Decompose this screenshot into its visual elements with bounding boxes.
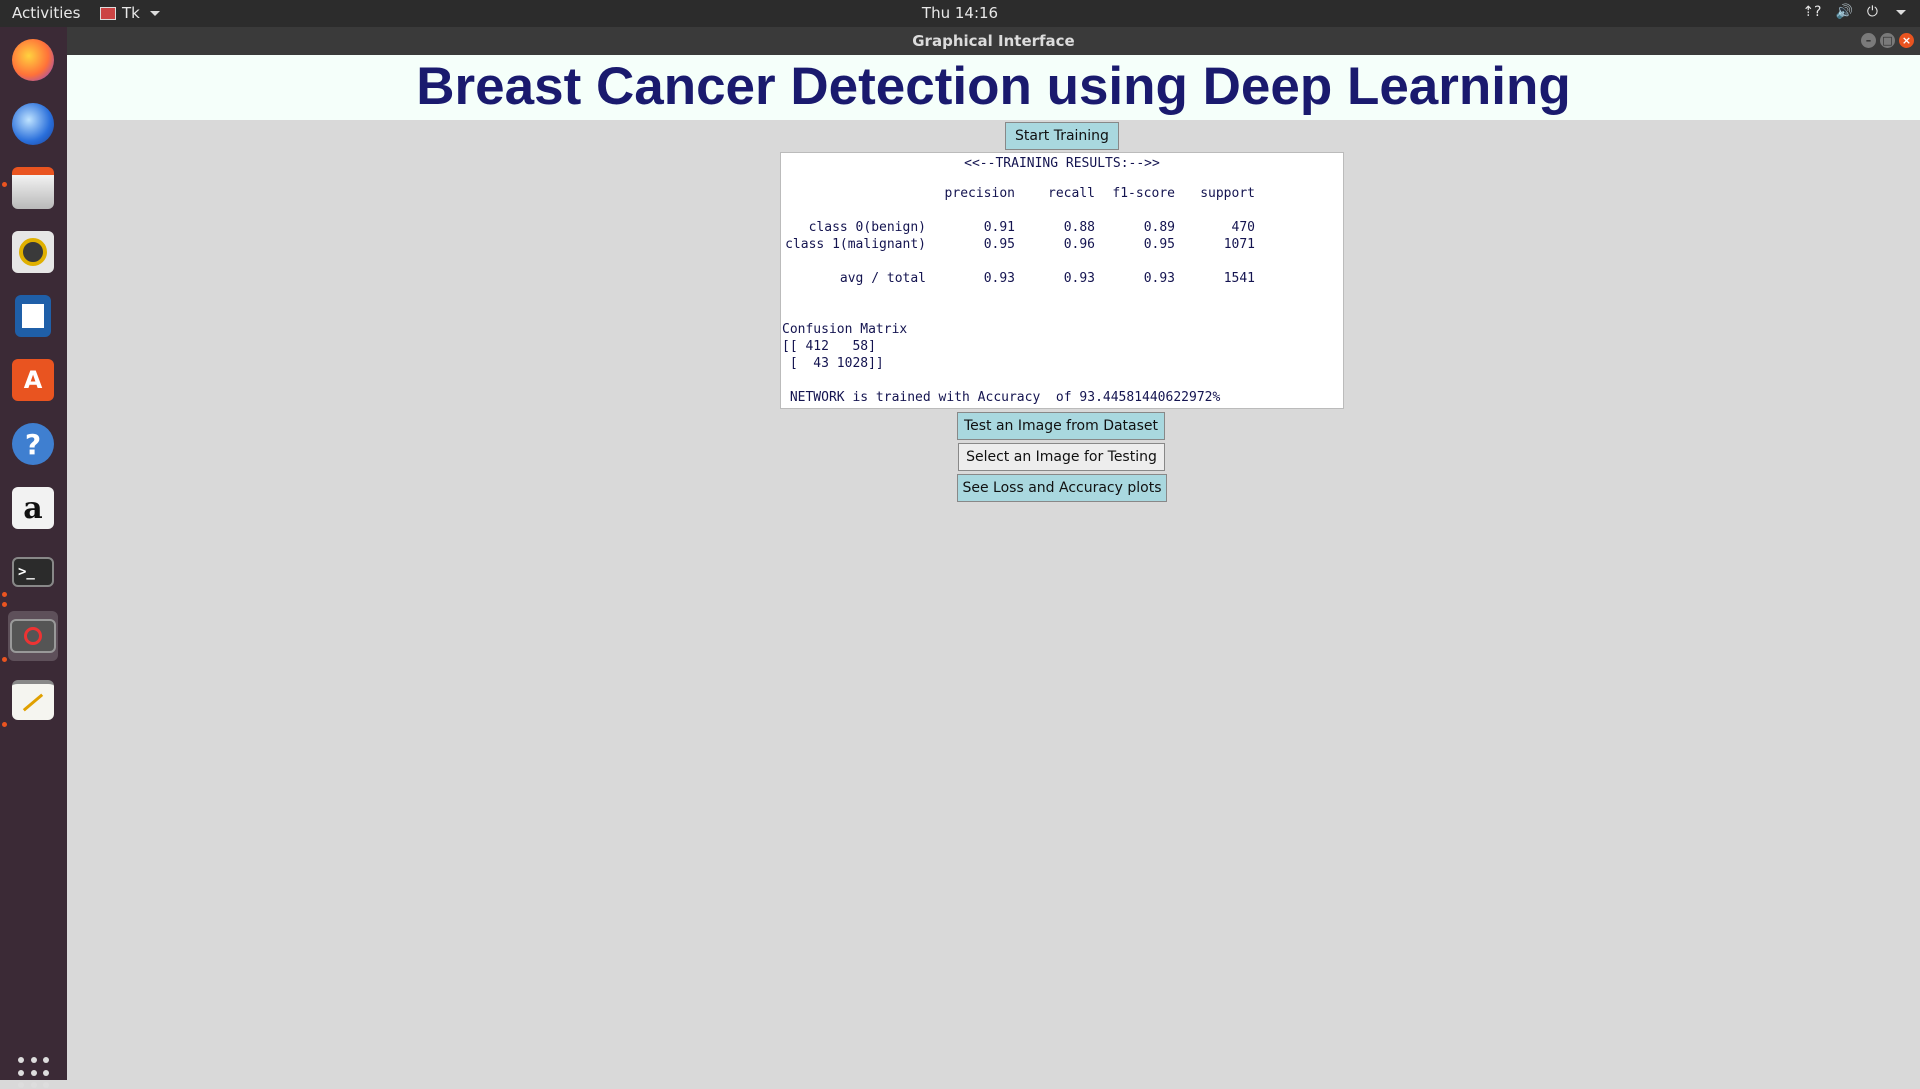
dock-help[interactable]: ? bbox=[8, 419, 58, 469]
show-applications-icon[interactable] bbox=[18, 1057, 50, 1089]
terminal-icon: >_ bbox=[12, 557, 54, 587]
window-title: Graphical Interface bbox=[912, 32, 1075, 50]
column-header: recall bbox=[1048, 186, 1095, 201]
system-tray[interactable]: ⇡? 🔊 ⏻ bbox=[1802, 4, 1906, 20]
dock: A ? a >_ bbox=[0, 27, 67, 1089]
speaker-icon bbox=[12, 231, 54, 273]
dock-thunderbird[interactable] bbox=[8, 99, 58, 149]
training-results-panel: <<--TRAINING RESULTS:-->> precision reca… bbox=[780, 152, 1344, 409]
minimize-icon[interactable]: – bbox=[1861, 33, 1876, 48]
table-cell: 470 bbox=[1231, 220, 1255, 235]
dock-writer[interactable] bbox=[8, 291, 58, 341]
tk-app-icon bbox=[100, 6, 116, 20]
row-label: class 0(benign) bbox=[808, 220, 926, 235]
column-header: precision bbox=[944, 186, 1015, 201]
thunderbird-icon bbox=[12, 103, 54, 145]
amazon-icon: a bbox=[12, 487, 54, 529]
app-window: Breast Cancer Detection using Deep Learn… bbox=[67, 55, 1920, 1080]
table-cell: 0.91 bbox=[983, 220, 1015, 235]
table-cell: 0.93 bbox=[983, 271, 1015, 286]
row-label: class 1(malignant) bbox=[785, 237, 926, 252]
column-header: f1-score bbox=[1112, 186, 1175, 201]
close-icon[interactable]: × bbox=[1899, 33, 1914, 48]
top-bar: Activities Tk Thu 14:16 ⇡? 🔊 ⏻ bbox=[0, 0, 1920, 27]
table-cell: 0.95 bbox=[1143, 237, 1175, 252]
confusion-matrix-row: [[ 412 58] bbox=[782, 339, 876, 354]
test-image-dataset-button[interactable]: Test an Image from Dataset bbox=[957, 412, 1165, 440]
files-icon bbox=[12, 167, 54, 209]
tk-window-icon bbox=[10, 619, 56, 653]
loss-accuracy-plots-button[interactable]: See Loss and Accuracy plots bbox=[957, 474, 1167, 502]
page-title: Breast Cancer Detection using Deep Learn… bbox=[416, 57, 1571, 116]
firefox-icon bbox=[12, 39, 54, 81]
start-training-button[interactable]: Start Training bbox=[1005, 122, 1119, 150]
table-cell: 0.89 bbox=[1143, 220, 1175, 235]
select-image-testing-button[interactable]: Select an Image for Testing bbox=[958, 443, 1165, 471]
dock-firefox[interactable] bbox=[8, 35, 58, 85]
table-cell: 0.88 bbox=[1063, 220, 1095, 235]
dock-text-editor[interactable] bbox=[8, 675, 58, 725]
table-cell: 0.93 bbox=[1143, 271, 1175, 286]
dock-files[interactable] bbox=[8, 163, 58, 213]
column-header: support bbox=[1200, 186, 1255, 201]
row-label: avg / total bbox=[839, 271, 926, 286]
chevron-down-icon bbox=[149, 10, 160, 16]
table-cell: 1071 bbox=[1223, 237, 1255, 252]
table-cell: 0.93 bbox=[1063, 271, 1095, 286]
app-menu-label: Tk bbox=[122, 4, 140, 22]
volume-icon[interactable]: 🔊 bbox=[1835, 4, 1853, 20]
dock-amazon[interactable]: a bbox=[8, 483, 58, 533]
dock-tk-app[interactable] bbox=[8, 611, 58, 661]
confusion-matrix-row: [ 43 1028]] bbox=[782, 356, 884, 371]
app-menu[interactable]: Tk bbox=[100, 4, 160, 22]
table-cell: 1541 bbox=[1223, 271, 1255, 286]
dock-rhythmbox[interactable] bbox=[8, 227, 58, 277]
writer-document-icon bbox=[15, 295, 51, 337]
help-icon: ? bbox=[12, 423, 54, 465]
window-titlebar[interactable]: Graphical Interface – □ × bbox=[67, 27, 1920, 55]
confusion-matrix-title: Confusion Matrix bbox=[782, 322, 908, 337]
accuracy-line: NETWORK is trained with Accuracy of 93.4… bbox=[782, 390, 1221, 405]
chevron-down-icon[interactable] bbox=[1896, 9, 1906, 15]
power-icon[interactable]: ⏻ bbox=[1866, 4, 1878, 20]
activities-button[interactable]: Activities bbox=[12, 4, 81, 22]
text-editor-icon bbox=[12, 680, 54, 720]
header-banner: Breast Cancer Detection using Deep Learn… bbox=[67, 55, 1920, 120]
clock[interactable]: Thu 14:16 bbox=[921, 4, 999, 22]
table-cell: 0.95 bbox=[983, 237, 1015, 252]
dock-terminal[interactable]: >_ bbox=[8, 547, 58, 597]
maximize-icon[interactable]: □ bbox=[1880, 33, 1895, 48]
results-header: <<--TRAINING RESULTS:-->> bbox=[964, 156, 1160, 171]
software-bag-icon: A bbox=[12, 359, 54, 401]
dock-software[interactable]: A bbox=[8, 355, 58, 405]
network-question-icon[interactable]: ⇡? bbox=[1802, 4, 1822, 20]
table-cell: 0.96 bbox=[1063, 237, 1095, 252]
